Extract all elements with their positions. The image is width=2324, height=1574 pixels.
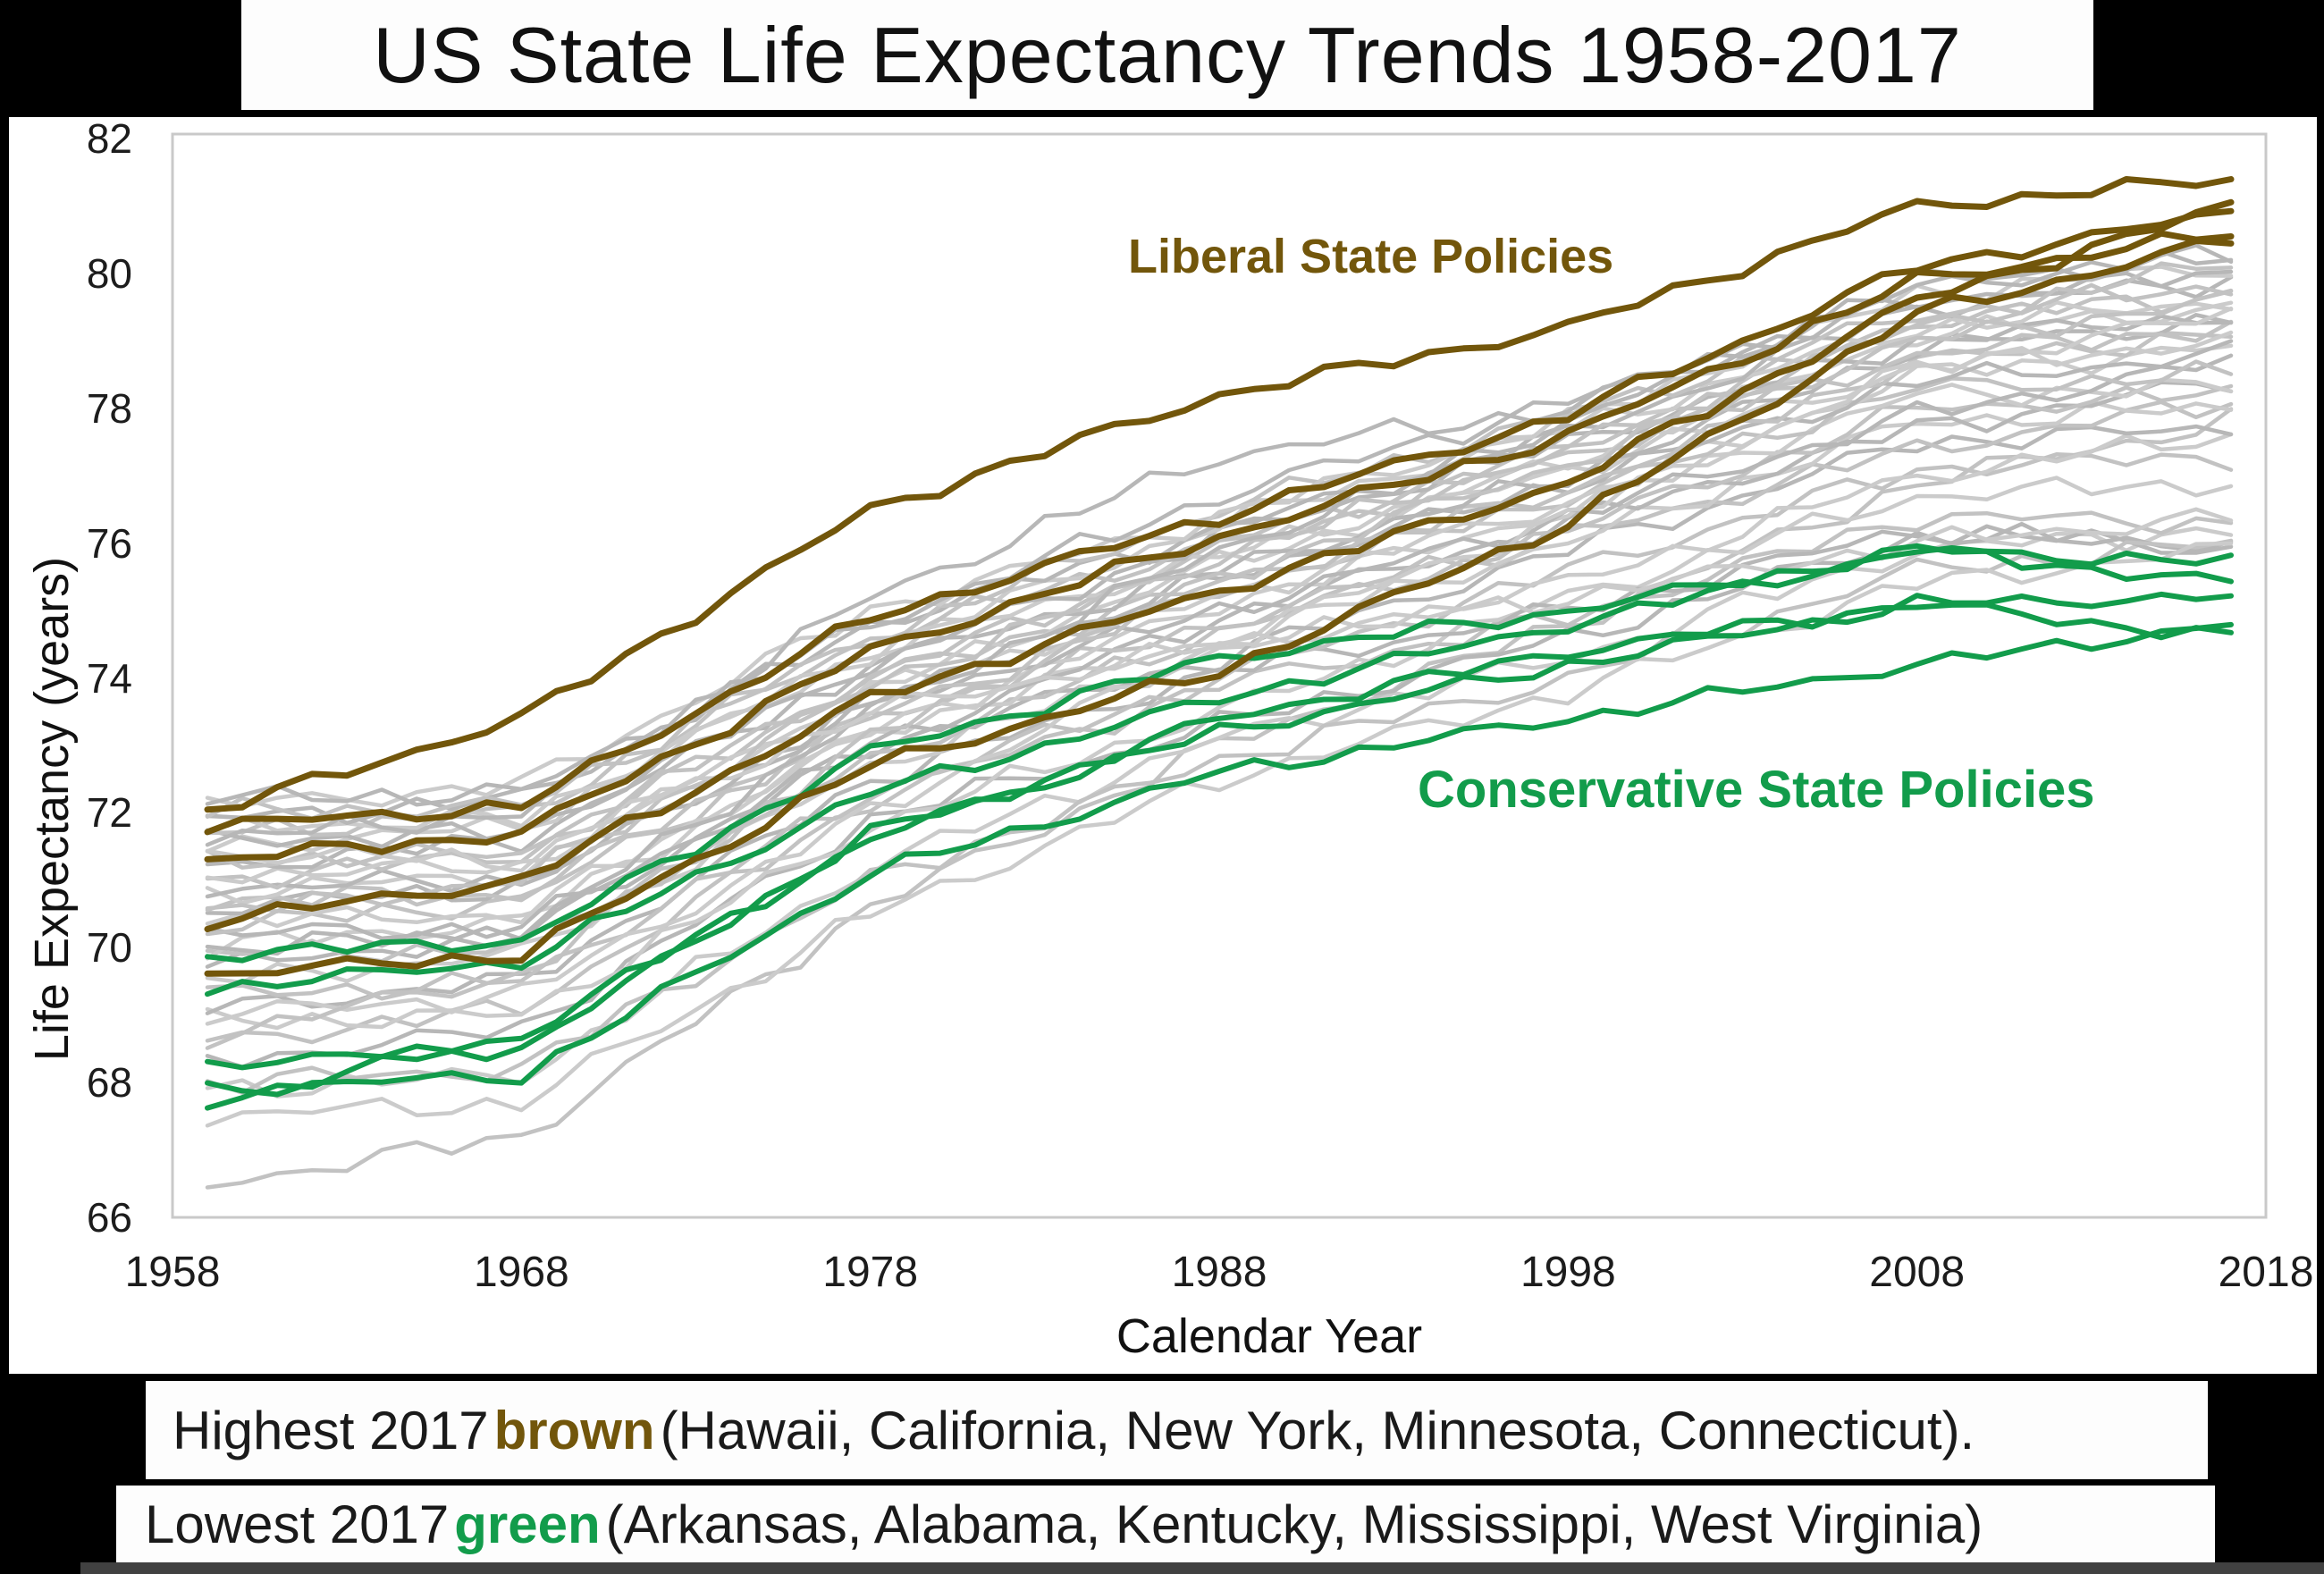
x-tick-label: 1988 xyxy=(1171,1249,1267,1296)
series-line-new-york xyxy=(204,238,2235,977)
series-line-west-virginia xyxy=(205,602,2234,1111)
y-tick-label: 72 xyxy=(86,789,132,837)
series-line-other-state xyxy=(205,306,2234,1026)
y-tick-label: 70 xyxy=(86,924,132,972)
y-tick-label: 74 xyxy=(86,654,132,702)
bottom-progress-bar xyxy=(80,1562,2324,1574)
page-title: US State Life Expectancy Trends 1958-201… xyxy=(373,10,1962,99)
caption-highest-states: (Hawaii, California, New York, Minnesota… xyxy=(660,1400,1975,1460)
series-line-other-state xyxy=(205,261,2234,913)
caption-lowest-states: (Arkansas, Alabama, Kentucky, Mississipp… xyxy=(605,1494,1983,1554)
annotation-conservative-states: Conservative State Policies xyxy=(1418,761,2095,819)
x-tick-label: 1978 xyxy=(822,1249,919,1296)
y-tick-label: 80 xyxy=(86,249,132,297)
caption-highest-2017: Highest 2017 brown (Hawaii, California, … xyxy=(146,1381,2208,1479)
y-tick-label: 78 xyxy=(86,384,132,432)
series-line-other-state xyxy=(205,289,2234,1050)
y-tick-label: 66 xyxy=(86,1194,132,1241)
series-line-connecticut xyxy=(204,230,2235,863)
series-line-other-state xyxy=(205,476,2234,1031)
series-line-other-state xyxy=(205,526,2234,1098)
series-line-kentucky xyxy=(205,545,2234,997)
caption-green-word: green xyxy=(454,1494,601,1554)
y-tick-label: 76 xyxy=(86,519,132,567)
x-axis-title: Calendar Year xyxy=(1116,1309,1423,1363)
series-line-other-state xyxy=(205,521,2234,1070)
series-line-other-state xyxy=(205,377,2234,929)
x-tick-label: 1958 xyxy=(124,1249,221,1296)
caption-lowest-2017: Lowest 2017 green (Arkansas, Alabama, Ke… xyxy=(116,1486,2215,1562)
series-line-other-state xyxy=(205,339,2234,899)
annotation-liberal-states: Liberal State Policies xyxy=(1128,230,1614,283)
series-line-other-state xyxy=(205,380,2234,941)
series-line-minnesota xyxy=(204,207,2235,836)
series-line-other-state xyxy=(205,300,2234,833)
series-line-other-state xyxy=(205,353,2234,916)
caption-brown-word: brown xyxy=(493,1400,655,1460)
series-line-other-state xyxy=(205,269,2234,807)
series-line-hawaii xyxy=(204,176,2235,813)
title-bar: US State Life Expectancy Trends 1958-201… xyxy=(241,0,2093,110)
plot-border xyxy=(171,132,2268,1219)
series-line-mississippi xyxy=(205,621,2234,1098)
series-line-other-state xyxy=(205,541,2234,1128)
series-line-other-state xyxy=(205,538,2234,1095)
series-line-arkansas xyxy=(205,543,2234,964)
series-line-california xyxy=(204,198,2235,932)
x-tick-label: 2018 xyxy=(2218,1249,2314,1296)
y-tick-label: 68 xyxy=(86,1059,132,1107)
x-tick-label: 1998 xyxy=(1520,1249,1616,1296)
x-tick-label: 2008 xyxy=(1869,1249,1966,1296)
series-line-alabama xyxy=(205,591,2234,1071)
y-tick-label: 82 xyxy=(86,115,132,162)
caption-highest-prefix: Highest 2017 xyxy=(173,1400,489,1460)
caption-lowest-prefix: Lowest 2017 xyxy=(145,1494,450,1554)
x-tick-label: 1968 xyxy=(473,1249,569,1296)
series-line-other-state xyxy=(205,359,2234,913)
